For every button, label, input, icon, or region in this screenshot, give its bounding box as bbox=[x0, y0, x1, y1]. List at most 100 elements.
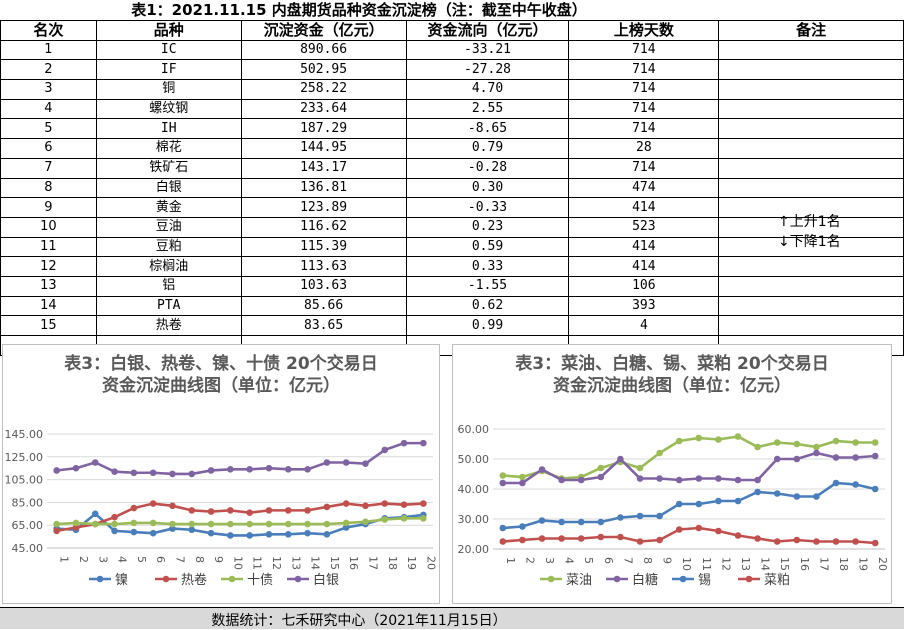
x-tick-label: 5 bbox=[582, 557, 595, 564]
data-point bbox=[207, 529, 215, 537]
data-point bbox=[169, 525, 176, 532]
data-point bbox=[519, 523, 526, 530]
row-rank: 13 bbox=[0, 275, 97, 297]
table-row: 4 螺纹钢 233.64 2.55 714 bbox=[0, 98, 904, 120]
row-flow: -8.65 bbox=[405, 118, 570, 140]
data-point bbox=[284, 466, 292, 473]
data-point bbox=[832, 538, 840, 545]
header-variety: 品种 bbox=[95, 20, 242, 41]
data-point bbox=[636, 475, 644, 482]
data-point bbox=[207, 508, 215, 515]
y-tick-label: 30.00 bbox=[458, 513, 490, 526]
data-point bbox=[227, 520, 234, 528]
row-variety: IH bbox=[95, 118, 242, 140]
data-point bbox=[342, 459, 350, 466]
row-variety: 铜 bbox=[95, 79, 242, 100]
data-point bbox=[91, 520, 99, 528]
table-row: 13 铝 103.63 -1.55 106 bbox=[0, 275, 904, 297]
data-point bbox=[149, 529, 157, 537]
row-note bbox=[718, 138, 904, 159]
data-point bbox=[227, 532, 234, 539]
row-capital: 116.62 bbox=[240, 216, 407, 238]
data-point bbox=[754, 443, 761, 451]
x-tick-label: 11 bbox=[251, 556, 264, 570]
x-tick-label: 19 bbox=[405, 556, 418, 570]
data-point bbox=[773, 455, 781, 463]
data-point bbox=[420, 439, 427, 447]
data-point bbox=[188, 526, 196, 534]
row-variety: PTA bbox=[95, 295, 242, 317]
legend-item: 十债 bbox=[221, 573, 273, 588]
data-point bbox=[734, 476, 742, 484]
row-flow: 0.33 bbox=[405, 256, 570, 277]
data-point bbox=[265, 507, 273, 514]
row-note bbox=[718, 118, 904, 140]
legend-item: 白银 bbox=[287, 572, 339, 588]
data-point bbox=[381, 516, 389, 523]
legend-marker bbox=[294, 575, 302, 583]
data-point bbox=[304, 507, 311, 514]
table-row: 7 铁矿石 143.17 -0.28 714 bbox=[0, 157, 904, 179]
y-tick-label: 60.00 bbox=[458, 423, 490, 436]
data-point bbox=[265, 464, 273, 472]
row-flow: 0.59 bbox=[405, 236, 570, 258]
row-days: 714 bbox=[568, 118, 720, 140]
row-days: 714 bbox=[568, 59, 720, 81]
legend-label: 白糖 bbox=[632, 572, 658, 588]
data-point bbox=[519, 536, 526, 544]
data-point bbox=[499, 472, 507, 479]
table-row: 5 IH 187.29 -8.65 714 bbox=[0, 118, 904, 140]
x-tick-label: 17 bbox=[366, 556, 379, 570]
data-point bbox=[793, 536, 801, 544]
row-capital: 187.29 bbox=[240, 118, 407, 140]
data-point bbox=[72, 519, 80, 527]
x-tick-label: 11 bbox=[700, 557, 713, 571]
data-point bbox=[400, 515, 408, 522]
data-point bbox=[91, 459, 99, 466]
row-flow: 0.30 bbox=[405, 177, 570, 199]
row-flow: -27.28 bbox=[405, 59, 570, 81]
data-point bbox=[558, 518, 565, 526]
data-point bbox=[715, 497, 722, 505]
row-note bbox=[718, 39, 904, 61]
row-flow: 2.55 bbox=[405, 98, 570, 120]
data-point bbox=[265, 520, 273, 528]
data-point bbox=[207, 520, 215, 528]
row-days: 474 bbox=[568, 177, 720, 199]
row-flow: 0.62 bbox=[405, 295, 570, 317]
data-point bbox=[871, 452, 879, 460]
data-point bbox=[304, 466, 311, 473]
row-days: 393 bbox=[568, 295, 720, 317]
data-point bbox=[871, 485, 879, 493]
data-point bbox=[246, 509, 253, 516]
x-tick-label: 3 bbox=[543, 557, 556, 564]
data-point bbox=[304, 529, 311, 537]
data-point bbox=[675, 526, 683, 533]
data-point bbox=[773, 439, 781, 446]
data-point bbox=[284, 531, 292, 538]
data-point bbox=[636, 512, 644, 520]
legend-label: 热卷 bbox=[181, 572, 207, 588]
data-point bbox=[130, 469, 138, 477]
data-point bbox=[715, 527, 722, 535]
data-point bbox=[111, 520, 118, 528]
x-tick-label: 9 bbox=[661, 557, 674, 564]
x-tick-label: 2 bbox=[77, 556, 90, 563]
data-point bbox=[227, 507, 234, 514]
series-line-白银 bbox=[56, 441, 424, 476]
row-days: 714 bbox=[568, 98, 720, 120]
row-variety: 热卷 bbox=[95, 315, 242, 336]
table-row: 11 豆粕 115.39 0.59 414 bbox=[0, 236, 904, 258]
row-note bbox=[718, 275, 904, 297]
data-point bbox=[871, 539, 879, 547]
x-tick-label: 16 bbox=[347, 556, 360, 570]
data-point bbox=[715, 436, 722, 443]
data-point bbox=[656, 536, 663, 544]
data-point bbox=[53, 527, 60, 535]
data-point bbox=[754, 488, 761, 496]
data-point bbox=[577, 476, 585, 484]
data-point bbox=[304, 520, 311, 528]
x-tick-label: 13 bbox=[739, 557, 752, 571]
data-point bbox=[577, 535, 585, 542]
x-tick-label: 16 bbox=[798, 557, 811, 571]
